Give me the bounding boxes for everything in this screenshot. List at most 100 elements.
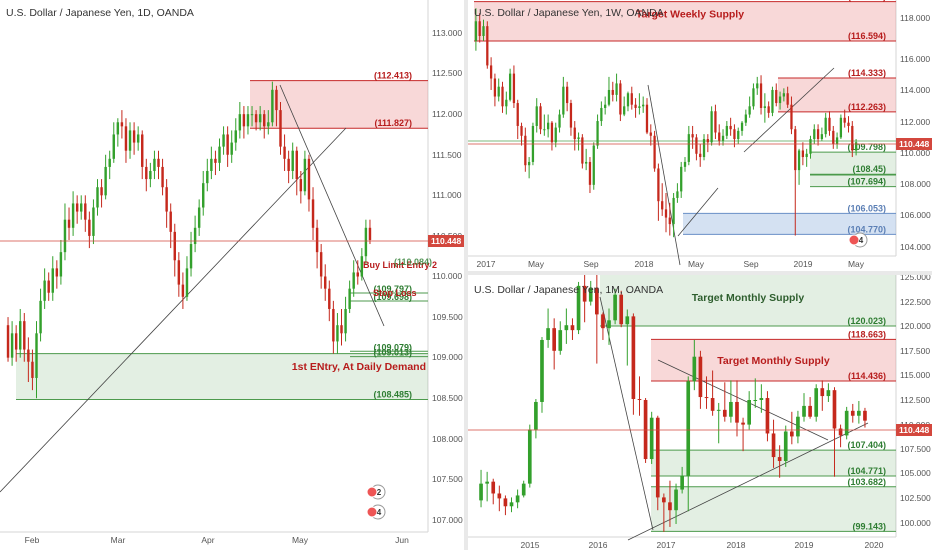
monthly-chart-panel[interactable]: 100.000102.500105.000107.500110.000112.5… bbox=[468, 275, 932, 550]
candle-body bbox=[672, 197, 675, 225]
candle-body bbox=[664, 209, 668, 218]
horizontal-divider[interactable] bbox=[468, 271, 932, 275]
candle-body bbox=[756, 83, 759, 89]
candle-body bbox=[604, 104, 607, 108]
candle-body bbox=[687, 134, 690, 162]
candle-body bbox=[193, 227, 197, 245]
vertical-divider[interactable] bbox=[464, 0, 468, 550]
candle-body bbox=[540, 339, 544, 402]
candle-body bbox=[741, 422, 745, 425]
candle-body bbox=[19, 321, 22, 350]
candle-body bbox=[508, 73, 512, 100]
candle-body bbox=[637, 399, 642, 401]
zone-top-label: (112.413) bbox=[374, 71, 412, 81]
candle-body bbox=[706, 139, 709, 143]
event-flag-icon bbox=[848, 234, 860, 246]
candle-body bbox=[699, 153, 702, 158]
weekly-chart-panel[interactable]: 104.000 106.000 108.000 110.000 112.000 114.0… bbox=[468, 0, 932, 271]
candle-body bbox=[625, 316, 630, 325]
candle-body bbox=[558, 330, 563, 351]
daily-chart-svg[interactable]: 107.000 107.500 108.000 108.500 109.000 109.5… bbox=[0, 0, 464, 550]
zone-bottom-label: (107.694) bbox=[847, 177, 886, 187]
candle-body bbox=[124, 126, 128, 151]
price-tick-label: 111.000 bbox=[432, 190, 462, 200]
candle-body bbox=[809, 139, 812, 154]
candle-body bbox=[206, 170, 209, 184]
candle-body bbox=[771, 89, 774, 113]
candle-body bbox=[692, 356, 697, 382]
weekly-chart-svg[interactable]: 104.000 106.000 108.000 110.000 112.000 114.0… bbox=[468, 0, 932, 271]
candle-body bbox=[786, 93, 789, 105]
candle-body bbox=[704, 397, 709, 399]
price-tick-label: 112.000 bbox=[432, 109, 462, 119]
candle-body bbox=[552, 328, 556, 351]
candle-body bbox=[222, 134, 225, 147]
candle-body bbox=[801, 150, 805, 158]
candle-body bbox=[655, 417, 660, 498]
monthly-chart-svg[interactable]: 100.000102.500105.000107.500110.000112.5… bbox=[468, 275, 932, 550]
candle-body bbox=[546, 328, 550, 340]
candle-body bbox=[566, 86, 569, 104]
price-tick-label: 120.000 bbox=[900, 321, 931, 331]
weekly-chart-title: U.S. Dollar / Japanese Yen, 1W, OANDA bbox=[474, 7, 664, 19]
time-tick-label: Sep bbox=[583, 259, 598, 269]
candle-body bbox=[747, 400, 751, 425]
candle-body bbox=[585, 161, 588, 164]
candle-body bbox=[27, 349, 30, 362]
zone-top-label: (106.053) bbox=[847, 203, 886, 213]
candle-body bbox=[570, 325, 575, 331]
zone-top-label: (118.663) bbox=[848, 329, 886, 339]
candle-body bbox=[794, 129, 797, 171]
time-tick-label: Apr bbox=[201, 535, 214, 545]
time-tick-label: May bbox=[292, 535, 309, 545]
daily-chart-panel[interactable]: 107.000 107.500 108.000 108.500 109.000 109.5… bbox=[0, 0, 464, 550]
candle-body bbox=[619, 83, 622, 115]
candle-body bbox=[336, 325, 339, 342]
candle-body bbox=[149, 170, 152, 180]
time-tick-label: 2016 bbox=[589, 540, 608, 550]
candle-body bbox=[863, 410, 867, 421]
candle-body bbox=[686, 381, 691, 476]
price-tick-label: 104.000 bbox=[900, 242, 931, 252]
candle-body bbox=[826, 390, 831, 397]
candle-body bbox=[844, 410, 849, 436]
candle-body bbox=[725, 125, 728, 136]
candle-body bbox=[790, 104, 793, 130]
zone-top-label: (118.658) bbox=[848, 0, 886, 2]
candle-body bbox=[649, 417, 654, 460]
candle-body bbox=[189, 244, 193, 269]
candle-body bbox=[714, 111, 717, 133]
candle-body bbox=[539, 106, 542, 130]
candle-body bbox=[588, 287, 593, 302]
price-tick-label: 122.500 bbox=[900, 297, 931, 307]
candle-body bbox=[214, 158, 217, 163]
candle-body bbox=[202, 183, 205, 208]
candle-body bbox=[850, 410, 855, 416]
candle-body bbox=[509, 502, 514, 507]
candle-body bbox=[613, 294, 617, 321]
candle-body bbox=[108, 158, 111, 167]
zone-top-label: (109.798) bbox=[847, 142, 886, 152]
candle-body bbox=[491, 481, 496, 494]
candle-body bbox=[324, 276, 327, 289]
candle-body bbox=[577, 137, 580, 140]
candle-body bbox=[710, 111, 713, 143]
time-tick-label: Mar bbox=[111, 535, 126, 545]
candle-body bbox=[763, 106, 766, 108]
candle-body bbox=[805, 153, 808, 158]
candle-body bbox=[554, 127, 557, 143]
event-flag-icon bbox=[366, 506, 378, 518]
candle-body bbox=[344, 308, 347, 334]
candle-body bbox=[843, 117, 846, 123]
candle-body bbox=[197, 207, 201, 228]
candle-body bbox=[581, 137, 584, 164]
candle-body bbox=[218, 146, 221, 163]
candle-body bbox=[173, 231, 176, 261]
zone-bottom-label: (104.770) bbox=[847, 224, 886, 234]
price-tick-label: 118.000 bbox=[900, 13, 930, 23]
candle-body bbox=[702, 139, 706, 158]
candle-body bbox=[564, 325, 569, 331]
candle-body bbox=[478, 21, 481, 36]
price-tick-label: 115.000 bbox=[900, 370, 930, 380]
candle-body bbox=[271, 89, 274, 123]
